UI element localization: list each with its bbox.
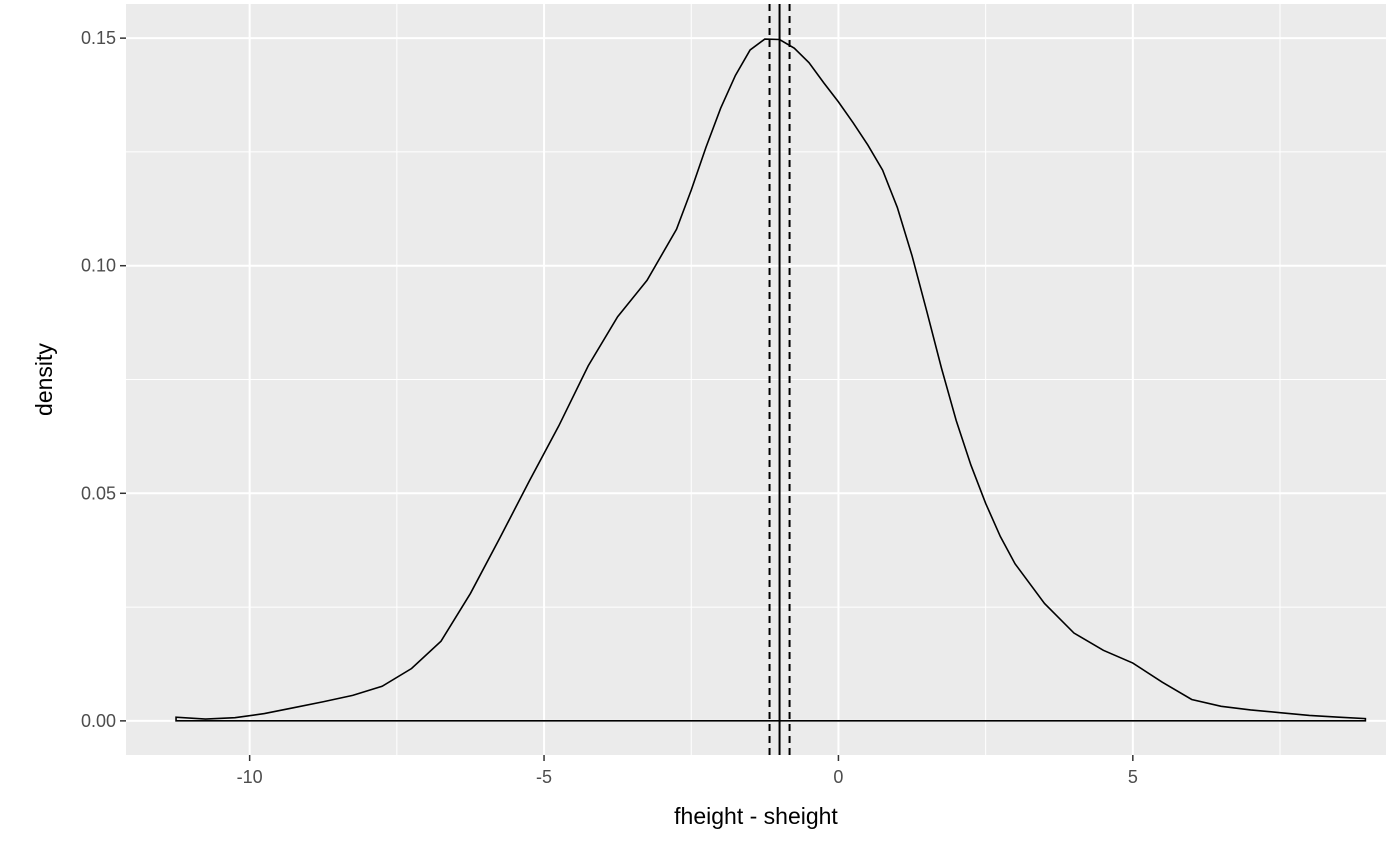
y-tick-label: 0.15 xyxy=(81,28,116,48)
x-tick-label: 0 xyxy=(833,767,843,787)
x-tick-label: -5 xyxy=(536,767,552,787)
y-tick-label: 0.00 xyxy=(81,711,116,731)
minor-gridlines xyxy=(126,4,1386,755)
density-curve xyxy=(175,38,1367,722)
x-axis-title: fheight - sheight xyxy=(674,803,838,829)
x-axis: -10 -5 0 5 xyxy=(237,755,1138,787)
y-axis: 0.00 0.05 0.10 0.15 xyxy=(81,28,126,731)
y-tick-label: 0.10 xyxy=(81,256,116,276)
x-tick-label: 5 xyxy=(1128,767,1138,787)
x-tick-label: -10 xyxy=(237,767,263,787)
y-axis-title: density xyxy=(31,343,57,416)
reference-lines xyxy=(768,4,791,755)
y-tick-label: 0.05 xyxy=(81,483,116,503)
